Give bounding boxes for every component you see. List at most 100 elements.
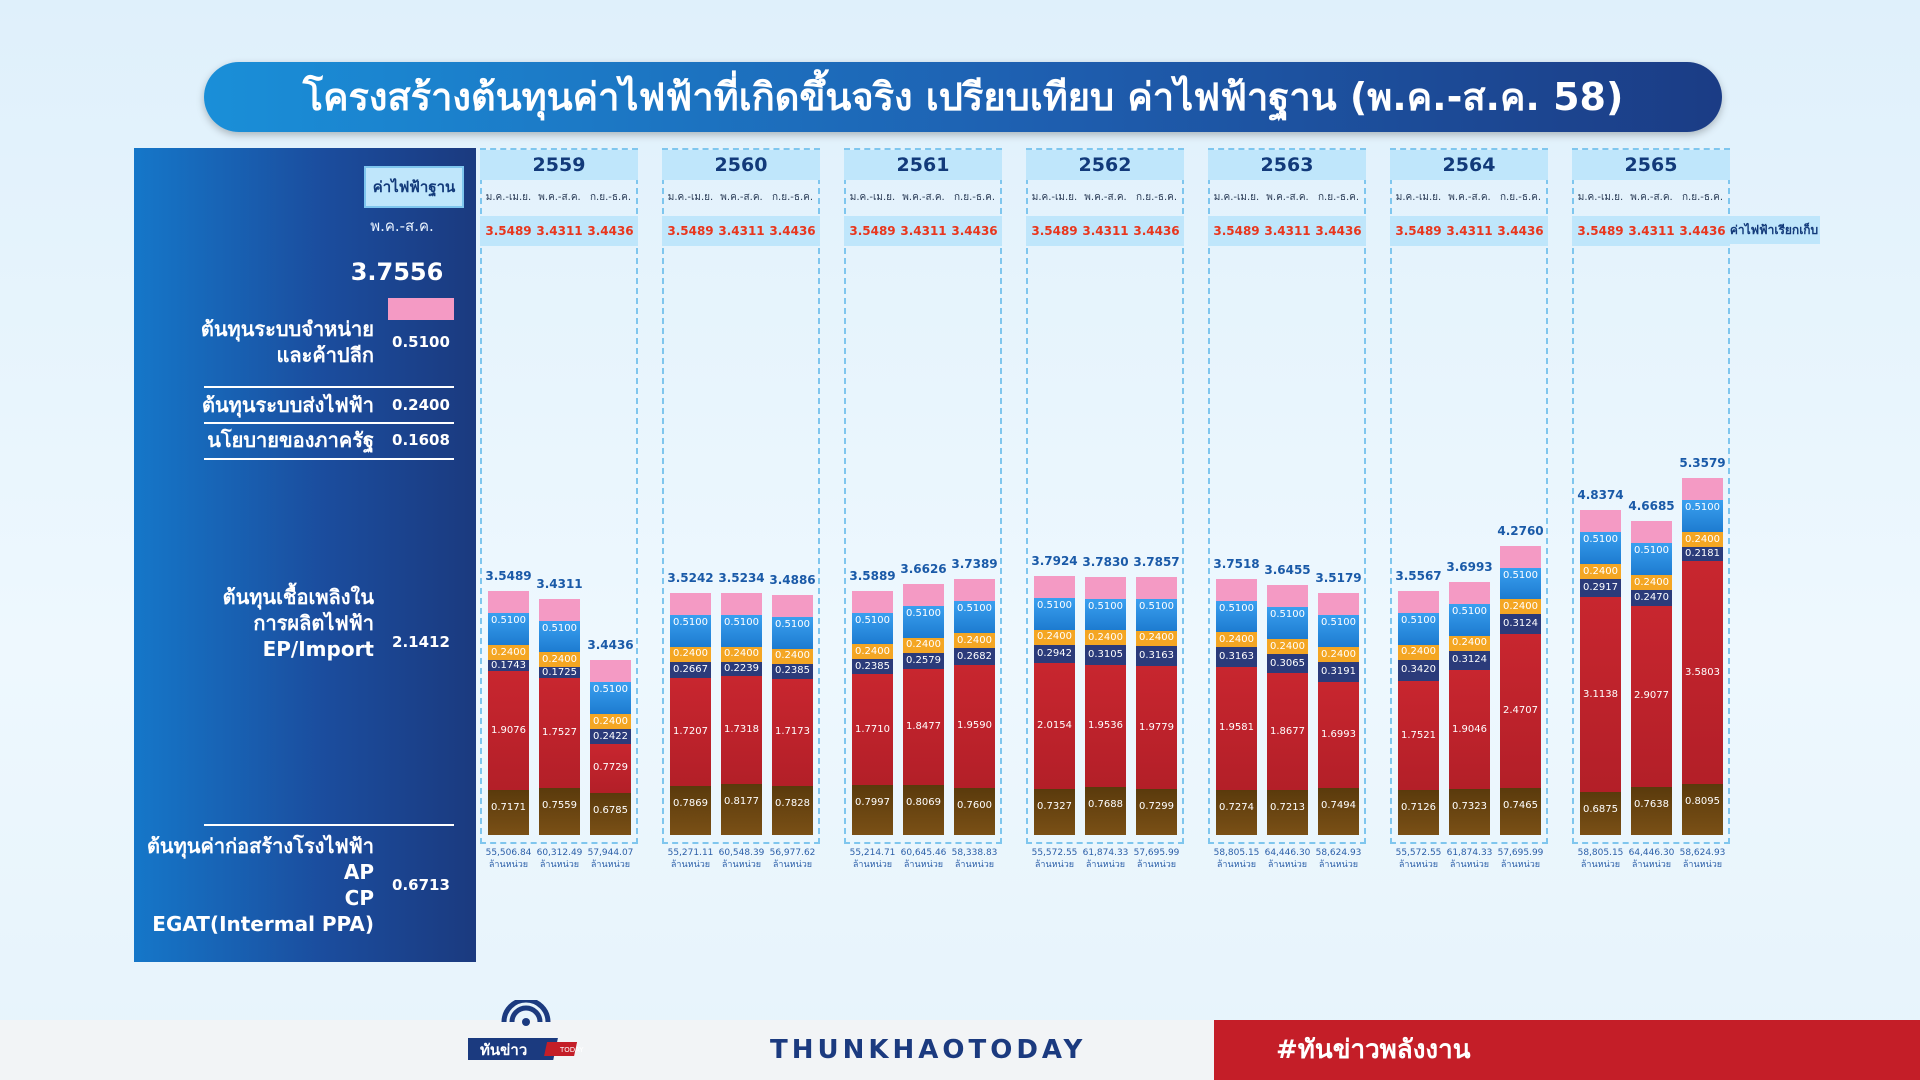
charged-rate-value: 3.4436	[1497, 224, 1544, 238]
segment-policy-label: 0.3191	[1321, 665, 1356, 677]
segment-transmission	[1580, 564, 1621, 580]
segment-fuel	[1318, 681, 1359, 789]
segment-construction-label: 0.7327	[1037, 801, 1072, 813]
segment-transmission-label: 0.2400	[1401, 646, 1436, 658]
bar-total-label: 3.4311	[536, 576, 583, 591]
segment-top	[670, 592, 711, 615]
segment-policy-label: 0.2917	[1583, 582, 1618, 594]
charged-rate-value: 3.5489	[849, 224, 896, 238]
segment-construction	[1682, 784, 1723, 835]
segment-policy	[1267, 654, 1308, 674]
segment-construction	[670, 785, 711, 835]
segment-fuel-label: 1.7173	[775, 726, 810, 738]
charged-rate-value: 3.4436	[1315, 224, 1362, 238]
segment-distribution	[1085, 598, 1126, 631]
chart-title: โครงสร้างต้นทุนค่าไฟฟ้าที่เกิดขึ้นจริง เ…	[302, 75, 1624, 119]
bar-total-label: 3.6626	[900, 562, 947, 577]
period-label: ก.ย.-ธ.ค.	[1681, 192, 1724, 203]
bar-total-label: 4.2760	[1497, 523, 1544, 538]
segment-construction-label: 0.6785	[593, 804, 628, 816]
segment-transmission-label: 0.2400	[1219, 633, 1254, 645]
bar-total-label: 3.5242	[667, 570, 714, 585]
segment-construction	[852, 785, 893, 835]
segment-policy-label: 0.3065	[1270, 657, 1305, 669]
charged-rate-row	[1208, 216, 1366, 246]
segment-distribution	[1449, 603, 1490, 636]
units-label: ล้านหน่วย	[1398, 860, 1439, 870]
base-rate-panel: ค่าไฟฟ้าฐาน พ.ค.-ส.ค. 3.7556 0.5100 ต้นท…	[134, 148, 476, 962]
segment-policy-label: 0.1725	[542, 666, 577, 678]
segment-fuel-label: 2.9077	[1634, 690, 1669, 702]
segment-policy-label: 0.2682	[957, 650, 992, 662]
segment-policy-label: 0.3105	[1088, 649, 1123, 661]
segment-fuel-label: 2.4707	[1503, 705, 1538, 717]
period-label: พ.ค.-ส.ค.	[902, 192, 945, 203]
charged-rate-row	[662, 216, 820, 246]
units-value: 57,695.99	[1497, 848, 1544, 858]
segment-fuel-label: 0.7729	[593, 762, 628, 774]
bar-total-label: 3.4886	[769, 572, 816, 587]
bar-total-label: 3.7389	[951, 557, 998, 572]
segment-transmission-label: 0.2400	[1037, 631, 1072, 643]
units-value: 60,312.49	[536, 848, 583, 858]
units-value: 58,338.83	[951, 848, 998, 858]
year-group-frame	[1572, 148, 1730, 844]
year-group-frame	[480, 148, 638, 844]
divider	[204, 422, 454, 424]
segment-fuel	[670, 678, 711, 786]
segment-construction-label: 0.7869	[673, 797, 708, 809]
segment-distribution	[1580, 532, 1621, 565]
units-value: 61,874.33	[1082, 848, 1129, 858]
units-label: ล้านหน่วย	[852, 860, 893, 870]
charged-rate-tag: ค่าไฟฟ้าเรียกเก็บ	[1728, 216, 1820, 244]
segment-distribution	[670, 614, 711, 647]
period-label: ก.ย.-ธ.ค.	[1317, 192, 1360, 203]
segment-distribution	[488, 613, 529, 646]
base-transmission-label: ต้นทุนระบบส่งไฟฟ้า	[202, 393, 374, 417]
segment-construction	[1267, 789, 1308, 835]
units-label: ล้านหน่วย	[488, 860, 529, 870]
segment-fuel-label: 1.8477	[906, 720, 941, 732]
units-value: 55,572.55	[1395, 848, 1442, 858]
segment-fuel	[590, 744, 631, 793]
segment-top	[903, 584, 944, 607]
year-group-frame	[662, 148, 820, 844]
segment-policy	[903, 652, 944, 670]
segment-transmission	[1500, 599, 1541, 615]
segment-policy	[954, 648, 995, 666]
segment-distribution	[903, 606, 944, 638]
bar-total-label: 3.7924	[1031, 553, 1078, 568]
units-label: ล้านหน่วย	[1136, 860, 1177, 870]
segment-construction-label: 0.7274	[1219, 801, 1254, 813]
base-fuel-value: 2.1412	[392, 633, 450, 651]
segment-policy	[721, 661, 762, 676]
segment-fuel	[852, 674, 893, 786]
segment-transmission	[1085, 630, 1126, 646]
bar-total-label: 3.7518	[1213, 556, 1260, 571]
units-value: 57,695.99	[1133, 848, 1180, 858]
segment-fuel	[954, 665, 995, 788]
segment-fuel	[1500, 633, 1541, 789]
segment-top	[1580, 510, 1621, 533]
segment-transmission	[1216, 632, 1257, 648]
divider	[204, 824, 454, 826]
segment-policy	[488, 660, 529, 671]
segment-distribution-label: 0.5100	[775, 618, 810, 630]
year-group-frame	[1208, 148, 1366, 844]
base-fuel-label: ต้นทุนเชื้อเพลิงใน การผลิตไฟฟ้า EP/Impor…	[222, 585, 374, 661]
period-label: ม.ค.-เม.ย.	[485, 192, 532, 203]
segment-top	[721, 592, 762, 615]
segment-transmission-label: 0.2400	[906, 639, 941, 651]
segment-construction	[954, 787, 995, 835]
segment-distribution-label: 0.5100	[1634, 545, 1669, 557]
units-value: 61,874.33	[1446, 848, 1493, 858]
segment-transmission-label: 0.2400	[1583, 565, 1618, 577]
broadcast-icon: ทันข่าว TODAY	[455, 997, 584, 1060]
charged-rate-value: 3.4436	[1679, 224, 1726, 238]
year-group-frame	[1026, 148, 1184, 844]
segment-distribution-label: 0.5100	[957, 603, 992, 615]
segment-policy	[1136, 645, 1177, 666]
base-policy-value: 0.1608	[392, 431, 450, 449]
segment-distribution-label: 0.5100	[855, 614, 890, 626]
segment-construction-label: 0.7828	[775, 798, 810, 810]
